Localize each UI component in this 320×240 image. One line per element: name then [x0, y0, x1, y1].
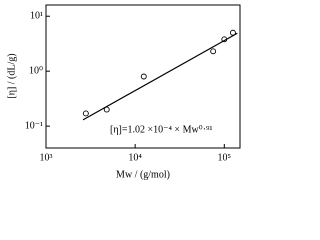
- data-point: [140, 73, 147, 80]
- data-point: [229, 29, 236, 36]
- x-tick-label: 10⁵: [218, 152, 232, 163]
- data-point: [103, 106, 110, 113]
- annotation: [η]=1.02 ×10⁻⁴ × Mw⁰·⁹¹: [110, 124, 213, 135]
- plot-frame: [45, 4, 241, 149]
- y-tick-label: 10¹: [30, 11, 43, 22]
- x-axis-label: Mw / (g/mol): [116, 169, 170, 180]
- x-tick-label: 10³: [40, 152, 53, 163]
- fit-line: [82, 32, 238, 121]
- y-axis-label: [η] / (dL/g): [6, 53, 17, 98]
- y-tick-label: 10⁻¹: [25, 120, 43, 131]
- y-tick-label: 10⁰: [29, 65, 43, 76]
- data-point: [82, 110, 89, 117]
- x-tick-label: 10⁴: [128, 152, 142, 163]
- data-point: [221, 36, 228, 43]
- data-point: [210, 48, 217, 55]
- chart: Mw / (g/mol) [η] / (dL/g) [η]=1.02 ×10⁻⁴…: [6, 4, 241, 180]
